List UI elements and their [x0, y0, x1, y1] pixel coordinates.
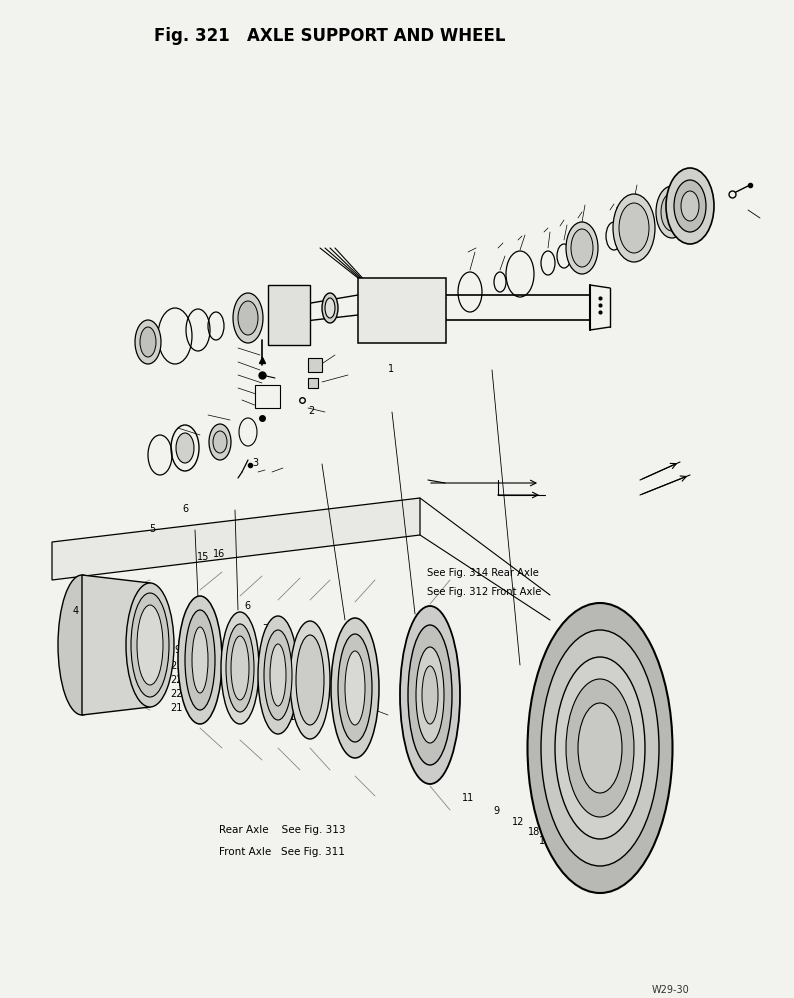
Ellipse shape [619, 203, 649, 253]
Ellipse shape [416, 647, 444, 743]
Text: 16: 16 [213, 549, 225, 559]
Ellipse shape [555, 657, 645, 839]
Ellipse shape [226, 624, 254, 712]
Polygon shape [255, 385, 280, 408]
Ellipse shape [325, 298, 335, 318]
Ellipse shape [126, 583, 174, 707]
Ellipse shape [176, 433, 194, 463]
Polygon shape [82, 575, 150, 715]
Text: 11: 11 [462, 793, 474, 803]
Polygon shape [52, 498, 420, 580]
Text: 3: 3 [252, 458, 259, 468]
Text: 15: 15 [197, 552, 210, 562]
Text: 17: 17 [539, 836, 552, 846]
Text: 6: 6 [183, 504, 189, 514]
Text: 12: 12 [512, 817, 525, 827]
Bar [308, 378, 318, 388]
Ellipse shape [135, 320, 161, 364]
Text: 8: 8 [250, 643, 256, 653]
Ellipse shape [656, 186, 688, 238]
Text: 9: 9 [175, 645, 181, 655]
Ellipse shape [345, 651, 365, 725]
Ellipse shape [566, 222, 598, 274]
Ellipse shape [185, 610, 215, 710]
Ellipse shape [681, 191, 699, 221]
Text: 41: 41 [596, 830, 607, 840]
Ellipse shape [541, 630, 659, 866]
Text: 5: 5 [149, 524, 156, 534]
Text: See Fig. 312 Front Axle: See Fig. 312 Front Axle [427, 587, 542, 597]
Text: 13: 13 [561, 848, 572, 858]
Ellipse shape [571, 229, 593, 267]
Ellipse shape [58, 575, 106, 715]
Ellipse shape [137, 605, 163, 685]
Text: 4: 4 [73, 606, 79, 616]
Ellipse shape [331, 618, 379, 758]
Ellipse shape [338, 634, 372, 742]
Ellipse shape [131, 593, 169, 697]
Text: 10: 10 [147, 630, 159, 640]
Text: 6: 6 [245, 601, 251, 611]
Text: 14: 14 [606, 814, 618, 824]
Ellipse shape [666, 168, 714, 244]
Text: 9: 9 [494, 806, 500, 816]
Ellipse shape [209, 424, 231, 460]
Ellipse shape [613, 194, 655, 262]
Ellipse shape [192, 627, 208, 693]
Text: 11: 11 [284, 712, 296, 722]
Ellipse shape [400, 606, 460, 784]
Ellipse shape [322, 293, 338, 323]
Polygon shape [268, 285, 310, 345]
Ellipse shape [422, 666, 438, 724]
Text: 11: 11 [123, 613, 135, 623]
Polygon shape [358, 278, 446, 343]
Text: 21: 21 [171, 703, 183, 713]
Ellipse shape [270, 644, 286, 706]
Text: W29-30: W29-30 [652, 985, 690, 995]
Ellipse shape [231, 636, 249, 700]
Text: See Fig. 314 Rear Axle: See Fig. 314 Rear Axle [427, 568, 539, 578]
Ellipse shape [290, 621, 330, 739]
Ellipse shape [661, 193, 683, 231]
Ellipse shape [238, 301, 258, 335]
Text: 7: 7 [262, 624, 268, 634]
Text: 23: 23 [171, 661, 183, 671]
Ellipse shape [296, 635, 324, 725]
Text: Rear Axle    See Fig. 313: Rear Axle See Fig. 313 [219, 825, 345, 835]
Text: Front Axle   See Fig. 311: Front Axle See Fig. 311 [219, 847, 345, 857]
Ellipse shape [221, 612, 259, 724]
Ellipse shape [674, 180, 706, 232]
Ellipse shape [264, 630, 292, 720]
Text: 2: 2 [308, 406, 314, 416]
Text: 19: 19 [597, 870, 609, 880]
Text: Fig. 321   AXLE SUPPORT AND WHEEL: Fig. 321 AXLE SUPPORT AND WHEEL [154, 27, 505, 45]
Ellipse shape [213, 431, 227, 453]
Text: 22: 22 [171, 689, 183, 699]
Ellipse shape [258, 616, 298, 734]
Ellipse shape [178, 596, 222, 724]
Text: 22: 22 [171, 675, 183, 685]
Bar [308, 358, 322, 372]
Text: 1: 1 [387, 364, 394, 374]
Ellipse shape [566, 679, 634, 817]
Text: 20: 20 [573, 856, 586, 866]
Text: 18: 18 [528, 827, 540, 837]
Ellipse shape [233, 293, 263, 343]
Ellipse shape [527, 603, 673, 893]
Ellipse shape [408, 625, 452, 765]
Ellipse shape [140, 327, 156, 357]
Ellipse shape [578, 703, 622, 793]
